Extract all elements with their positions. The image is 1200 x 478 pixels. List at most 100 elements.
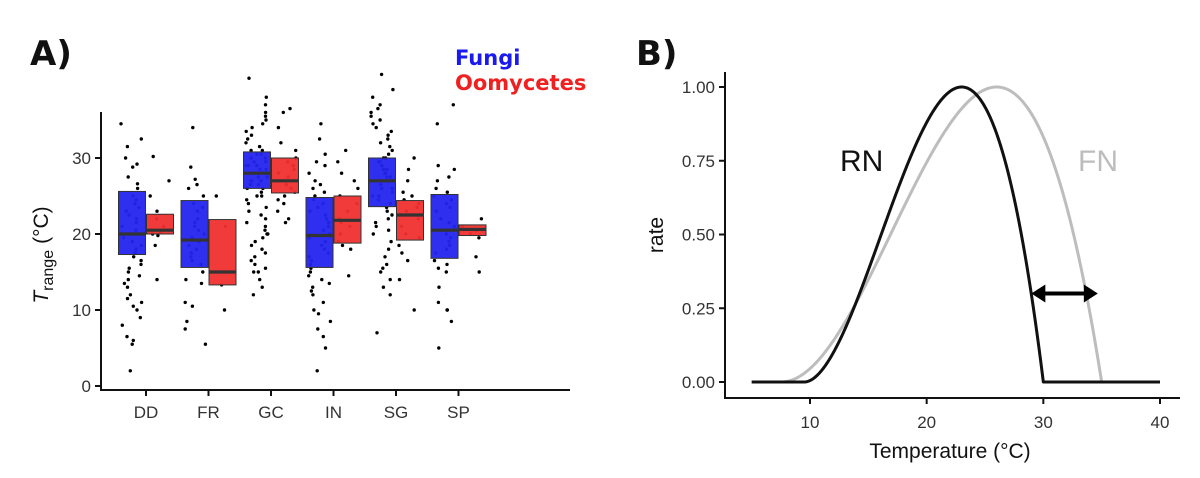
data-point — [322, 190, 327, 194]
data-point — [378, 118, 382, 122]
data-point — [369, 114, 373, 118]
data-point — [282, 194, 287, 198]
data-point — [286, 217, 291, 221]
data-point — [432, 258, 437, 263]
data-point — [246, 201, 251, 206]
data-point — [131, 338, 135, 343]
data-point — [388, 144, 392, 149]
data-point — [385, 262, 389, 267]
data-point — [410, 194, 414, 198]
data-point — [259, 213, 263, 217]
data-point — [323, 163, 327, 168]
data-point — [132, 255, 136, 259]
data-point — [263, 103, 268, 107]
data-point — [401, 190, 405, 194]
data-point — [397, 243, 401, 248]
data-point — [123, 156, 128, 160]
data-point — [151, 154, 155, 159]
data-point — [244, 129, 248, 134]
data-point — [276, 198, 280, 202]
data-point — [195, 182, 199, 187]
data-point — [344, 148, 348, 153]
data-point — [253, 239, 257, 244]
box-oomycetes — [271, 157, 299, 194]
data-point — [412, 156, 416, 160]
data-point — [386, 152, 391, 156]
data-point — [316, 312, 321, 316]
curve-axes: 0.00 0.25 0.50 0.75 1.00 10 20 30 40 — [682, 72, 1180, 432]
data-point — [186, 186, 191, 191]
data-point — [381, 285, 386, 289]
y-tick-label: 30 — [72, 149, 91, 168]
data-point — [245, 220, 249, 225]
data-point — [311, 285, 315, 289]
data-point — [257, 144, 262, 149]
box-layer — [118, 151, 487, 286]
data-point — [120, 323, 125, 327]
legend-entry-fungi: Fungi — [455, 46, 520, 70]
double-arrow-head-right — [1083, 284, 1098, 303]
data-point — [244, 141, 248, 145]
data-point — [276, 209, 280, 213]
data-point — [313, 194, 317, 198]
data-point — [449, 319, 454, 324]
data-point — [318, 182, 323, 187]
box-oomycetes — [396, 200, 424, 241]
box-fungi — [118, 190, 146, 256]
data-point — [126, 175, 130, 179]
data-point — [320, 277, 324, 282]
data-point — [183, 327, 187, 331]
data-point — [314, 160, 319, 164]
data-point — [126, 277, 130, 282]
data-point — [153, 243, 157, 248]
data-point — [139, 300, 144, 305]
y-tick-label: 0 — [82, 377, 91, 396]
data-point — [135, 162, 139, 166]
legend: Fungi Oomycetes — [455, 46, 586, 95]
data-point — [222, 308, 227, 312]
data-point — [139, 258, 143, 263]
x-tick-label: SP — [447, 403, 470, 422]
data-point — [125, 296, 130, 301]
double-arrow-head-left — [1031, 284, 1046, 303]
boxplot-axes: 0 10 20 30 DD FR GC IN SG SP — [72, 112, 570, 422]
data-point — [255, 194, 259, 198]
data-point — [294, 148, 298, 153]
y-axis-title: rate — [645, 217, 668, 253]
data-point — [263, 266, 268, 270]
data-point — [479, 217, 484, 221]
data-point — [379, 270, 383, 274]
y-tick-label: 0.00 — [682, 373, 715, 392]
data-point — [327, 281, 331, 286]
data-point — [406, 258, 410, 263]
data-point — [385, 209, 389, 213]
data-point — [264, 205, 268, 210]
data-point — [323, 152, 327, 156]
data-point — [378, 141, 383, 145]
data-point — [378, 103, 382, 107]
panel-b-label: B) — [636, 34, 677, 74]
data-point — [214, 194, 218, 198]
svg-text:Trange(°C): Trange (°C) — [30, 206, 57, 303]
data-point — [246, 137, 250, 141]
data-point — [253, 255, 257, 259]
data-point — [390, 148, 394, 153]
data-point — [261, 122, 265, 126]
x-tick-label: 10 — [801, 413, 820, 432]
data-point — [138, 315, 142, 320]
data-point — [130, 342, 134, 346]
data-point — [139, 262, 143, 267]
data-point — [374, 125, 378, 130]
data-point — [125, 144, 130, 149]
box-fungi — [430, 193, 459, 259]
data-point — [381, 266, 385, 270]
data-point — [193, 177, 197, 181]
data-point — [122, 281, 127, 286]
data-point — [444, 270, 448, 274]
data-point — [127, 266, 131, 270]
data-point — [445, 308, 449, 312]
curve-label-rn: RN — [840, 145, 883, 178]
y-axis-title-unit: (°C) — [30, 206, 53, 244]
data-point — [135, 186, 140, 191]
